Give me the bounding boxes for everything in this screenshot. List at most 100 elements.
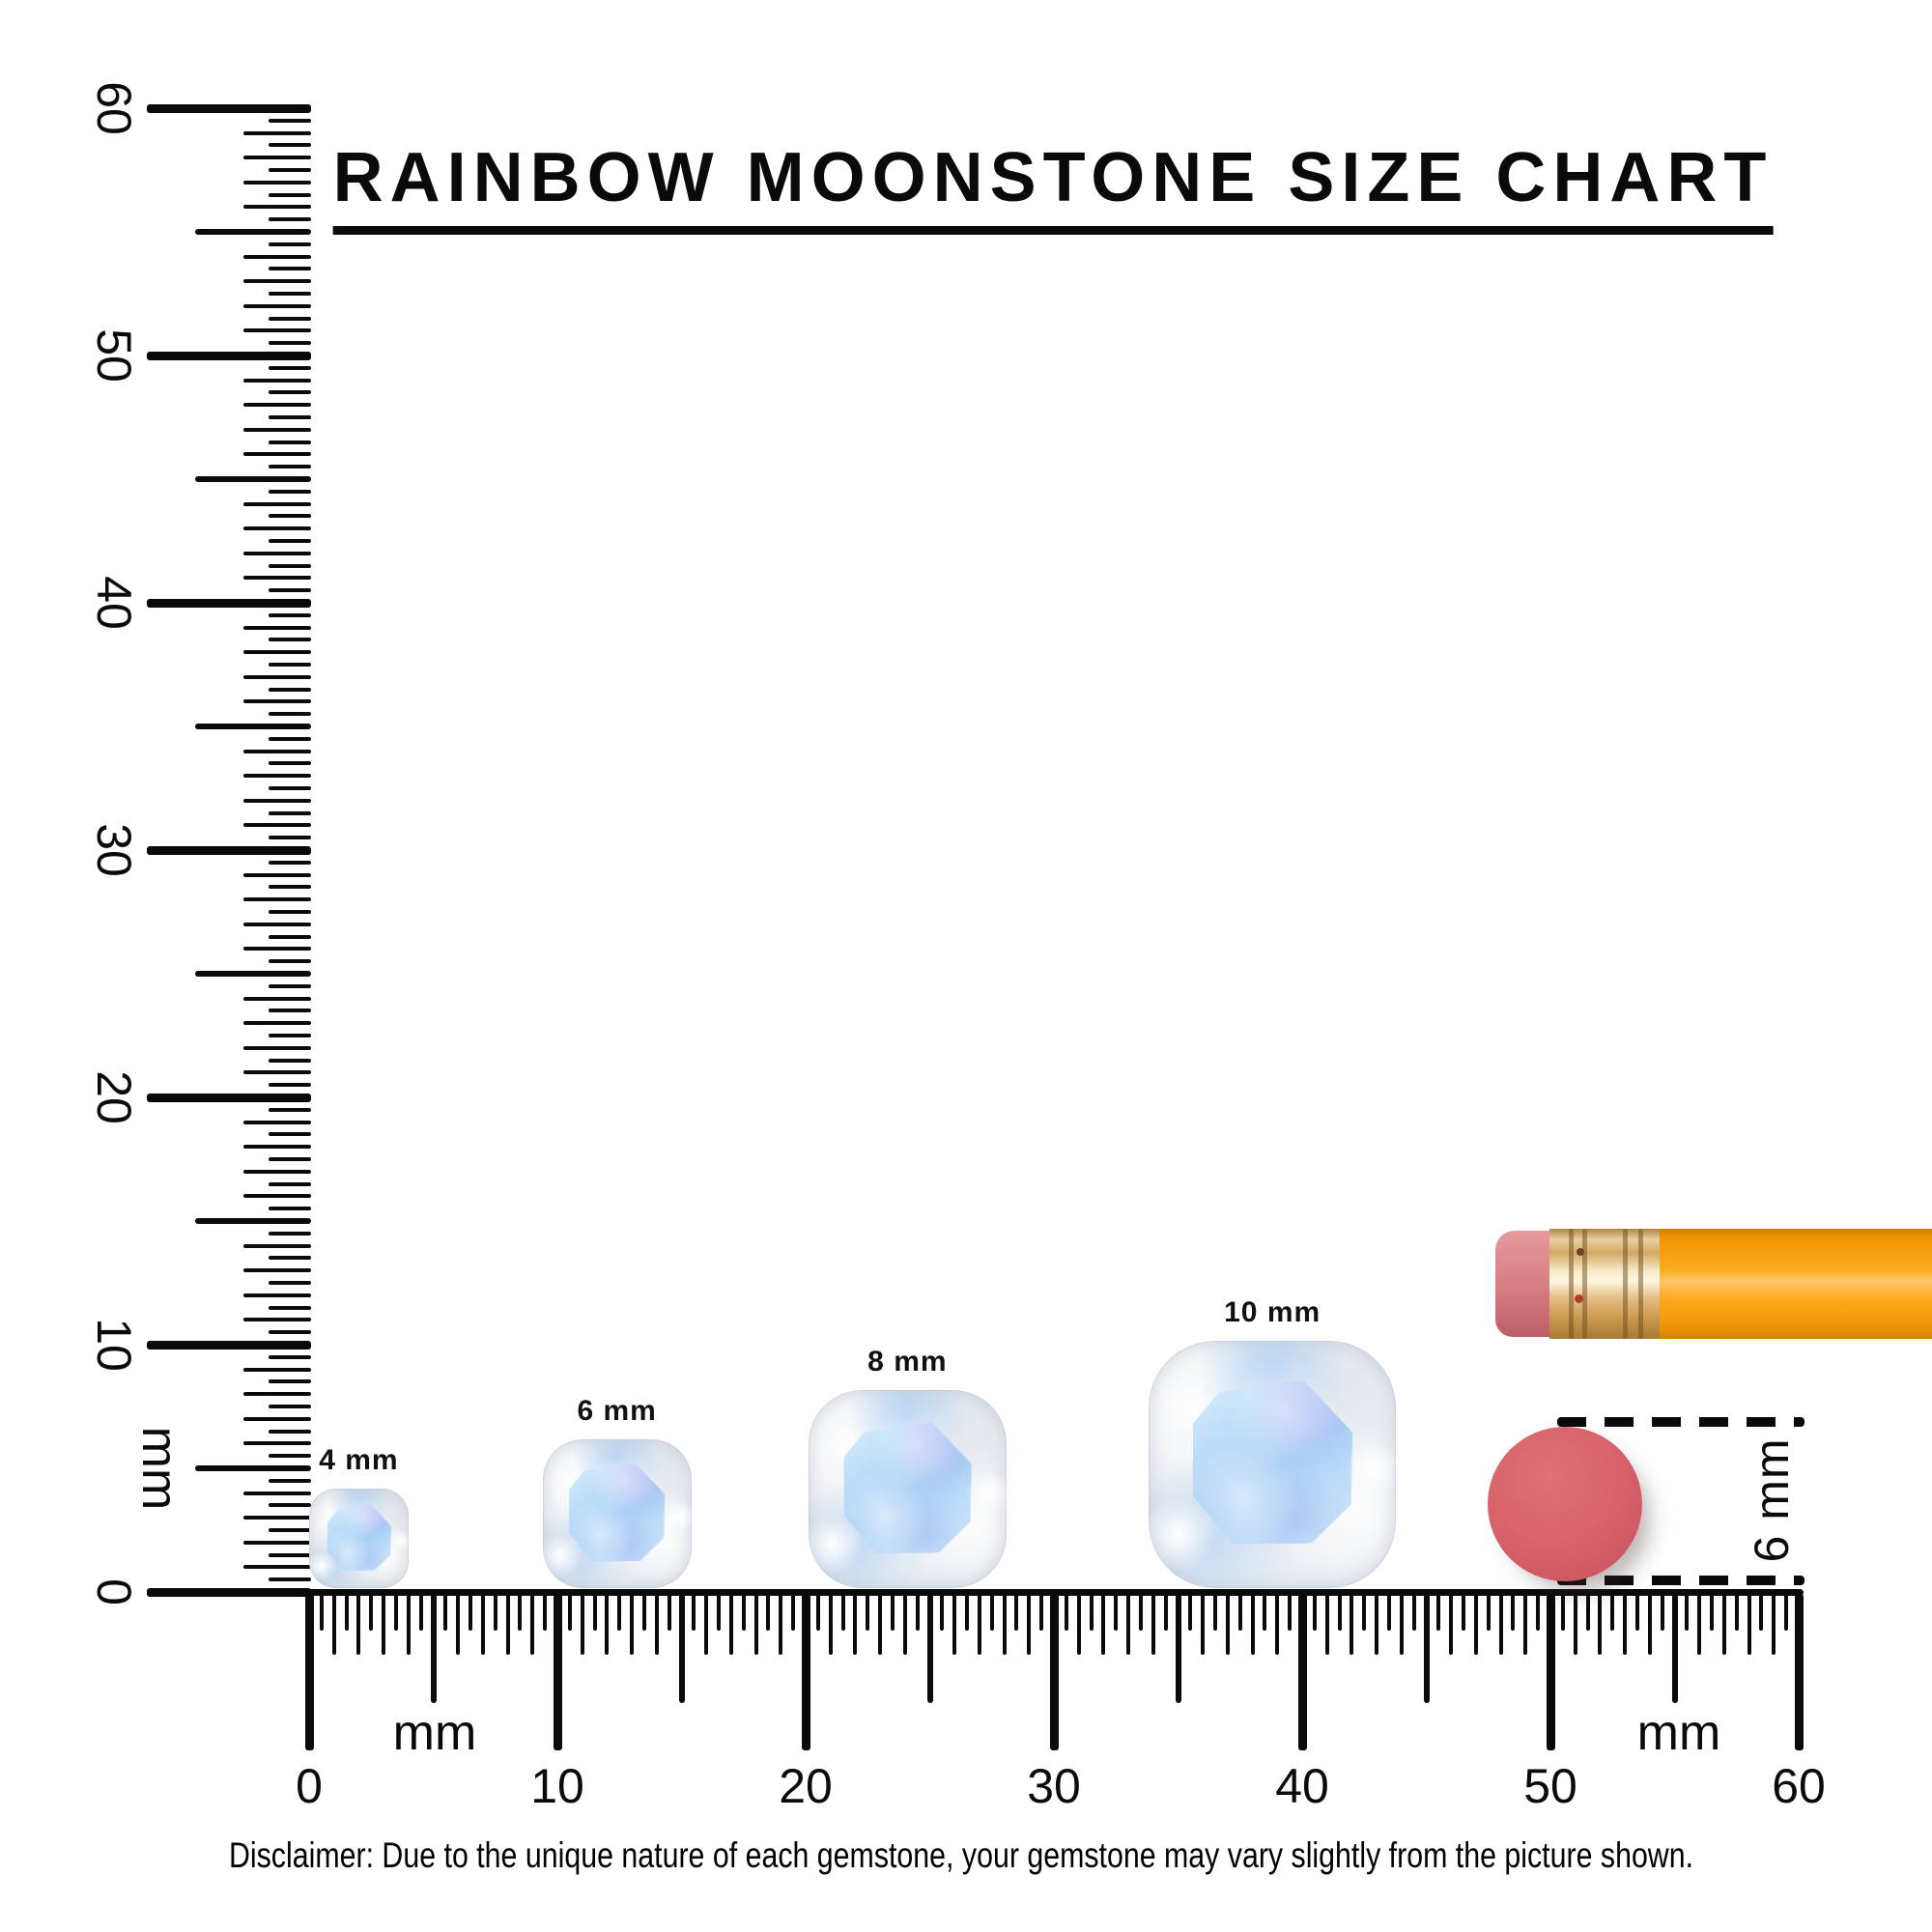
h-ruler-tick bbox=[1114, 1594, 1119, 1631]
v-ruler-tick bbox=[269, 1034, 311, 1037]
h-ruler-tick bbox=[356, 1594, 361, 1655]
h-ruler-tick bbox=[1386, 1594, 1391, 1631]
v-ruler-tick bbox=[269, 1181, 311, 1186]
h-ruler-tick bbox=[1064, 1594, 1068, 1631]
h-ruler-tick bbox=[382, 1594, 386, 1655]
h-ruler-tick bbox=[1250, 1594, 1255, 1655]
v-ruler-tick bbox=[269, 415, 311, 419]
v-ruler-tick bbox=[243, 1293, 311, 1297]
h-ruler-tick bbox=[1573, 1594, 1577, 1655]
h-ruler-tick bbox=[815, 1594, 820, 1631]
h-ruler-tick bbox=[1794, 1594, 1804, 1750]
h-ruler-tick bbox=[1375, 1594, 1379, 1655]
h-ruler-tick bbox=[1014, 1594, 1019, 1631]
h-ruler-tick bbox=[1585, 1594, 1590, 1631]
h-ruler-tick bbox=[505, 1594, 510, 1655]
h-ruler-tick bbox=[741, 1594, 746, 1631]
h-ruler-tick bbox=[1598, 1594, 1603, 1655]
ferrule-crimp bbox=[1638, 1229, 1643, 1339]
v-ruler-tick bbox=[269, 539, 311, 543]
v-ruler-tick bbox=[269, 1478, 311, 1483]
h-ruler-tick bbox=[989, 1594, 994, 1631]
h-ruler-tick bbox=[1027, 1594, 1032, 1655]
gem-6mm-label: 6 mm bbox=[577, 1395, 657, 1428]
v-ruler-tick bbox=[269, 1281, 311, 1285]
h-ruler-tick bbox=[1423, 1594, 1430, 1703]
v-ruler-tick bbox=[269, 910, 311, 914]
v-ruler-tick bbox=[269, 489, 311, 494]
v-ruler-tick bbox=[243, 1243, 311, 1248]
v-ruler-tick bbox=[269, 1231, 311, 1236]
v-ruler-tick bbox=[243, 699, 311, 704]
h-ruler-tick bbox=[1623, 1594, 1628, 1655]
horizontal-ruler-unit-label-left: mm bbox=[392, 1705, 477, 1761]
h-ruler-tick bbox=[1175, 1594, 1181, 1703]
v-ruler-tick bbox=[269, 1256, 311, 1261]
v-ruler-tick bbox=[269, 663, 311, 667]
v-ruler-tick bbox=[243, 1491, 311, 1495]
v-ruler-tick bbox=[269, 736, 311, 741]
h-ruler-tick bbox=[1188, 1594, 1193, 1631]
h-ruler-tick bbox=[469, 1594, 473, 1631]
h-ruler-number: 20 bbox=[779, 1759, 833, 1813]
v-ruler-tick bbox=[269, 365, 311, 370]
v-ruler-tick bbox=[269, 959, 311, 964]
h-ruler-tick bbox=[567, 1594, 572, 1631]
h-ruler-tick bbox=[1337, 1594, 1342, 1631]
v-ruler-number: 10 bbox=[87, 1318, 141, 1372]
v-ruler-tick bbox=[243, 526, 311, 531]
h-ruler-tick bbox=[1049, 1594, 1059, 1750]
h-ruler-tick bbox=[1647, 1594, 1652, 1655]
v-ruler-tick bbox=[269, 983, 311, 988]
disclaimer-text: Disclaimer: Due to the unique nature of … bbox=[228, 1835, 1694, 1875]
h-ruler-baseline bbox=[147, 1589, 1804, 1596]
h-ruler-tick bbox=[1350, 1594, 1354, 1655]
v-ruler-tick bbox=[269, 1330, 311, 1335]
h-ruler-tick bbox=[667, 1594, 671, 1631]
v-ruler-number: 40 bbox=[87, 576, 141, 630]
ferrule-dot bbox=[1575, 1294, 1583, 1303]
h-ruler-tick bbox=[1784, 1594, 1789, 1631]
v-ruler-tick bbox=[243, 947, 311, 952]
h-ruler-tick bbox=[1138, 1594, 1143, 1631]
horizontal-ruler-unit-label-right: mm bbox=[1636, 1705, 1721, 1761]
gem-8mm bbox=[808, 1389, 1007, 1588]
h-ruler-tick bbox=[902, 1594, 907, 1655]
v-ruler-tick bbox=[147, 598, 311, 608]
h-ruler-tick bbox=[369, 1594, 374, 1631]
h-ruler-number: 40 bbox=[1275, 1759, 1329, 1813]
v-ruler-tick bbox=[269, 292, 311, 296]
v-ruler-tick bbox=[269, 1577, 311, 1582]
h-ruler-tick bbox=[1002, 1594, 1007, 1655]
v-ruler-tick bbox=[243, 625, 311, 630]
v-ruler-tick bbox=[147, 103, 311, 113]
v-ruler-tick bbox=[243, 749, 311, 753]
h-ruler-tick bbox=[1126, 1594, 1131, 1655]
gem-10mm-label: 10 mm bbox=[1224, 1295, 1321, 1328]
h-ruler-tick bbox=[443, 1594, 448, 1631]
v-ruler-number: 50 bbox=[87, 328, 141, 383]
ferrule-crimp bbox=[1569, 1229, 1574, 1339]
h-ruler-tick bbox=[1411, 1594, 1416, 1631]
v-ruler-tick bbox=[269, 1379, 311, 1384]
h-ruler-tick bbox=[1399, 1594, 1404, 1655]
v-ruler-tick bbox=[269, 885, 311, 890]
v-ruler-number: 20 bbox=[87, 1070, 141, 1124]
h-ruler-tick bbox=[779, 1594, 783, 1655]
h-ruler-tick bbox=[1324, 1594, 1329, 1655]
h-ruler-tick bbox=[1297, 1594, 1307, 1750]
h-ruler-tick bbox=[977, 1594, 981, 1655]
v-ruler-tick bbox=[195, 229, 311, 235]
h-ruler-tick bbox=[1721, 1594, 1726, 1655]
v-ruler-tick bbox=[269, 440, 311, 444]
v-ruler-tick bbox=[243, 1045, 311, 1050]
h-ruler-tick bbox=[344, 1594, 349, 1631]
v-ruler-tick bbox=[243, 774, 311, 779]
h-ruler-tick bbox=[331, 1594, 336, 1655]
ferrule-crimp bbox=[1623, 1229, 1628, 1339]
v-ruler-tick bbox=[243, 823, 311, 828]
h-ruler-tick bbox=[1163, 1594, 1168, 1631]
eraser-circle bbox=[1488, 1427, 1642, 1581]
v-ruler-tick bbox=[243, 1441, 311, 1446]
h-ruler-number: 30 bbox=[1027, 1759, 1081, 1813]
